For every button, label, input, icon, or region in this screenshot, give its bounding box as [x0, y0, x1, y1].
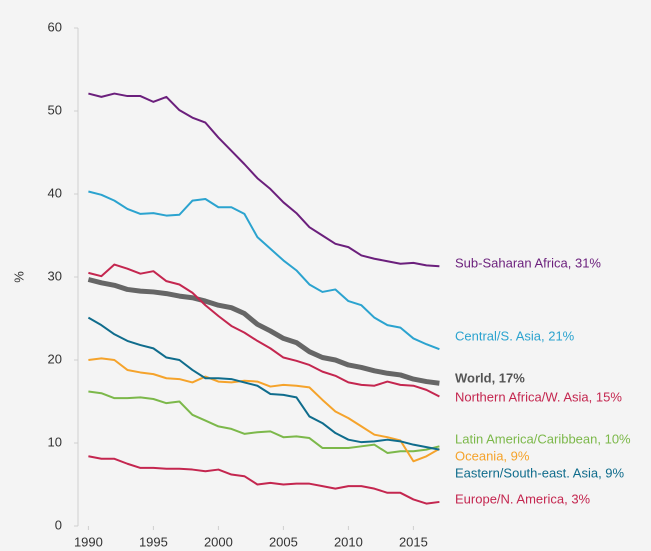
x-tick-label: 1990 — [74, 534, 103, 549]
series-line — [88, 263, 440, 398]
y-axis-label: % — [11, 271, 26, 283]
series-line — [88, 390, 440, 454]
x-tick-label: 2015 — [399, 534, 428, 549]
x-tick-label: 2010 — [334, 534, 363, 549]
series-label: Oceania, 9% — [455, 448, 530, 463]
series-line — [87, 316, 440, 451]
series-label: Sub-Saharan Africa, 31% — [455, 255, 601, 270]
x-tick-label: 2005 — [269, 534, 298, 549]
series-label: Europe/N. America, 3% — [455, 491, 591, 506]
series-label: Central/S. Asia, 21% — [455, 328, 575, 343]
x-tick-label: 2000 — [204, 534, 233, 549]
series-label: World, 17% — [455, 370, 525, 385]
series-line — [87, 277, 440, 386]
y-tick-label: 50 — [48, 102, 62, 117]
series-line — [88, 92, 440, 268]
y-tick-label: 20 — [48, 351, 62, 366]
y-tick-label: 60 — [48, 19, 62, 34]
series-line — [88, 455, 440, 505]
series-line — [88, 190, 440, 351]
y-tick-label: 10 — [48, 434, 62, 449]
y-tick-label: 40 — [48, 185, 62, 200]
x-tick-label: 1995 — [139, 534, 168, 549]
y-tick-label: 30 — [48, 268, 62, 283]
y-tick-label: 0 — [55, 517, 62, 532]
series-label: Eastern/South-east. Asia, 9% — [455, 465, 625, 480]
series-label: Northern Africa/W. Asia, 15% — [455, 389, 622, 404]
series-label: Latin America/Caribbean, 10% — [455, 431, 631, 446]
series-line — [88, 357, 440, 463]
